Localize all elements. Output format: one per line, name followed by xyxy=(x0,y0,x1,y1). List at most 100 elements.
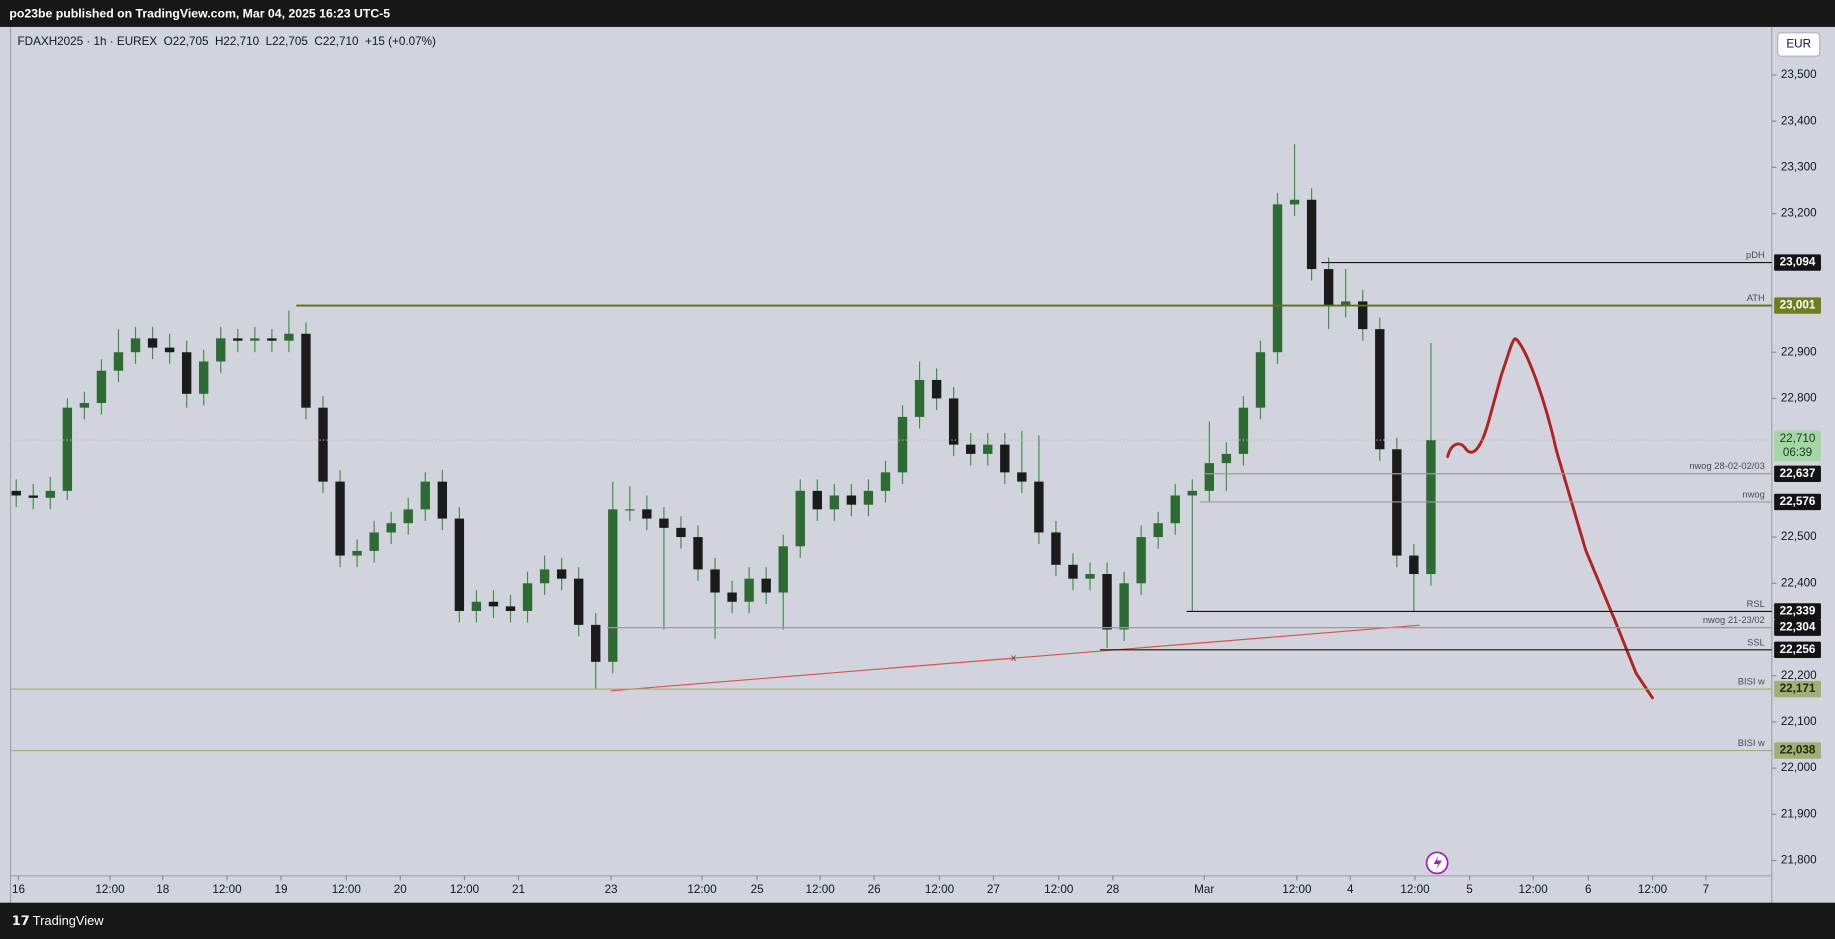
x-tick-label: 12:00 xyxy=(332,883,362,896)
candle-body xyxy=(863,490,874,505)
candle-body xyxy=(233,338,243,341)
candle-body xyxy=(693,537,703,570)
level-tag: SSL xyxy=(1747,637,1765,647)
x-tick-label: 6 xyxy=(1585,883,1592,896)
publisher: po23be published on TradingView.com, Mar… xyxy=(9,6,390,20)
level-box xyxy=(1774,680,1821,698)
candle-body xyxy=(1085,574,1095,579)
y-tick-label: 23,300 xyxy=(1781,160,1817,173)
x-tick-label: 12:00 xyxy=(687,883,717,896)
candle-body xyxy=(1017,472,1027,482)
projection-drawing xyxy=(1446,337,1654,700)
candle-body xyxy=(1051,532,1061,565)
x-tick-label: Mar xyxy=(1194,883,1214,896)
y-tick-label: 23,200 xyxy=(1781,207,1817,220)
candle-body xyxy=(147,338,158,348)
level-tag: pDH xyxy=(1746,250,1765,260)
y-tick-label: 22,400 xyxy=(1781,576,1817,589)
candle-body xyxy=(318,407,328,482)
candle-body xyxy=(1170,495,1180,524)
level-tag: BISI w xyxy=(1738,677,1765,687)
x-tick-label: 4 xyxy=(1347,883,1354,896)
candle-body xyxy=(1034,481,1044,533)
candle-body xyxy=(11,490,21,496)
y-tick-label: 22,000 xyxy=(1781,761,1817,774)
candle-body xyxy=(1187,490,1197,496)
x-tick-label: 16 xyxy=(12,883,25,896)
candle-body xyxy=(267,338,277,341)
level-box xyxy=(1774,297,1821,314)
candle-body xyxy=(1153,523,1163,538)
candle-body xyxy=(812,490,822,510)
candle-body xyxy=(1136,537,1146,584)
candle-body xyxy=(28,495,38,498)
candle-body xyxy=(1409,555,1419,575)
candle-body xyxy=(181,352,192,394)
brand: TradingView xyxy=(33,913,104,928)
candle-body xyxy=(45,490,55,498)
x-tick-label: 26 xyxy=(868,883,881,896)
x-tick-label: 7 xyxy=(1703,883,1710,896)
level-box xyxy=(1774,742,1821,759)
candle-body xyxy=(1341,301,1351,307)
x-tick-label: 12:00 xyxy=(1519,883,1549,896)
candle-body xyxy=(1375,329,1385,450)
level-box xyxy=(1774,493,1821,511)
candle-body xyxy=(539,569,550,584)
level-box xyxy=(1774,465,1821,482)
plot: 23,500 23,400 23,300 23,200 22,900 22,800 22,5… xyxy=(10,68,1821,896)
candle-body xyxy=(1323,269,1334,307)
candle-body xyxy=(1272,204,1283,353)
candle-body xyxy=(948,398,959,445)
candle-body xyxy=(505,606,516,612)
x-tick-label: 20 xyxy=(394,883,407,896)
candle-body xyxy=(880,472,891,491)
candle-body xyxy=(130,338,141,353)
x-tick-label: 12:00 xyxy=(212,883,242,896)
candle-body xyxy=(1358,301,1368,330)
candle-body xyxy=(369,532,379,551)
level-label: 22,576 xyxy=(1780,495,1816,508)
candle-body xyxy=(1000,444,1010,473)
candle-body xyxy=(931,379,942,399)
candle-body xyxy=(488,601,499,607)
candle-body xyxy=(1289,199,1300,205)
candle-body xyxy=(642,509,652,519)
candle-body xyxy=(471,601,482,612)
candle-body xyxy=(62,407,73,491)
candle-body xyxy=(301,333,311,408)
countdown: 06:39 xyxy=(1783,446,1812,459)
level-label: 22,339 xyxy=(1780,605,1816,618)
y-tick-label: 21,800 xyxy=(1781,854,1817,867)
candle-body xyxy=(454,518,465,612)
y-tick-label: 22,800 xyxy=(1781,392,1817,405)
candle-body xyxy=(216,338,226,362)
candle-body xyxy=(744,578,754,602)
x-tick-label: 23 xyxy=(605,883,618,896)
top-bar xyxy=(0,0,1835,27)
x-tick-label: 21 xyxy=(512,883,525,896)
x-tick-label: 12:00 xyxy=(925,883,955,896)
brand-logo: 𝟭𝟳 xyxy=(12,913,30,928)
x-tick-label: 12:00 xyxy=(1400,883,1430,896)
level-tag: nwog 28-02-02/03 xyxy=(1689,461,1764,471)
candle-body xyxy=(795,490,805,547)
candle-body xyxy=(829,495,840,510)
candle-body xyxy=(1255,352,1266,408)
currency-button[interactable] xyxy=(1777,32,1821,57)
candle-body xyxy=(897,416,908,473)
candle-body xyxy=(352,550,362,556)
x-tick-label: 12:00 xyxy=(1044,883,1074,896)
candle-body xyxy=(437,481,448,519)
x-tick-label: 12:00 xyxy=(1638,883,1668,896)
level-label: 22,038 xyxy=(1780,744,1816,757)
y-tick-label: 22,900 xyxy=(1781,345,1817,358)
level-box xyxy=(1774,254,1821,271)
y-tick-label: 23,400 xyxy=(1781,114,1817,127)
candle-body xyxy=(284,333,294,341)
currency[interactable]: EUR xyxy=(1786,38,1811,51)
x-tick-label: 25 xyxy=(751,883,764,896)
candle-body xyxy=(386,523,396,533)
